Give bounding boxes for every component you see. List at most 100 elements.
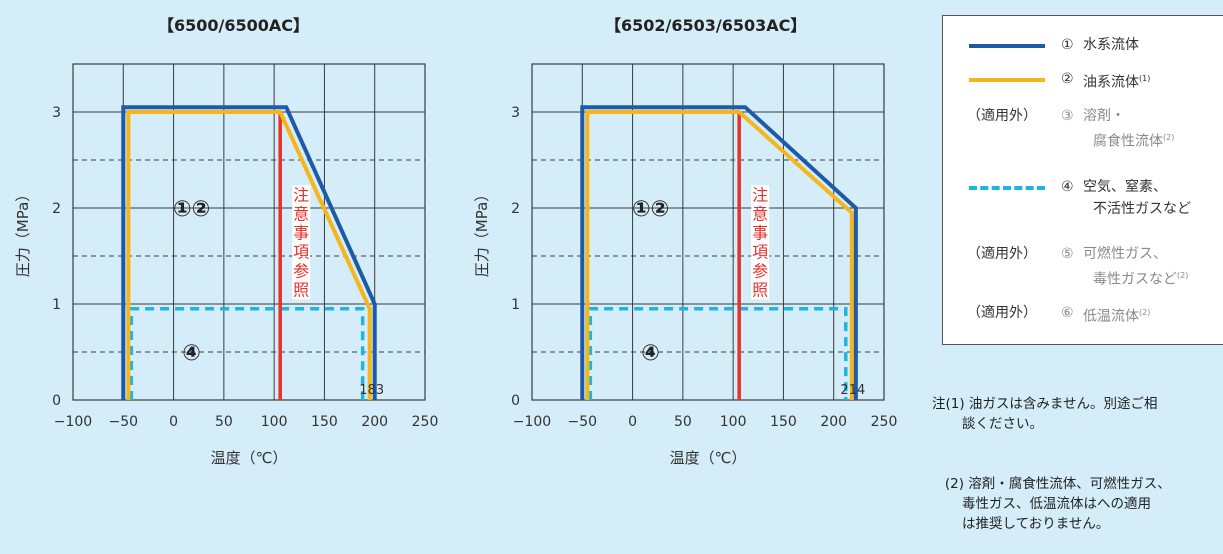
chart1-title: 【6500/6500AC】 bbox=[158, 16, 310, 35]
chart2-caution-char-bg bbox=[751, 280, 770, 300]
legend-label-line: 油系流体(1) bbox=[1083, 74, 1151, 91]
chart1-y-tick-label: 0 bbox=[52, 393, 61, 409]
legend-item: （適用外） ⑤ 可燃性ガス、毒性ガスなど(2) bbox=[943, 243, 1223, 303]
chart1-region-4-label: ④ bbox=[182, 341, 201, 366]
chart1-x-tick-label: 50 bbox=[215, 414, 233, 430]
chart2-x-tick-label: 0 bbox=[628, 414, 637, 430]
chart2-series-air-line bbox=[588, 307, 848, 400]
chart2-caution-char-bg bbox=[751, 204, 770, 224]
chart1-x-tick-label: 250 bbox=[412, 414, 439, 430]
chart2-caution-char-bg bbox=[751, 223, 770, 243]
chart1-caution-char: 項 bbox=[293, 242, 309, 261]
chart1-limit-label: 183 bbox=[359, 383, 384, 398]
chart2-y-tick-label: 2 bbox=[511, 201, 520, 217]
chart2-caution-char: 項 bbox=[752, 242, 768, 261]
chart2-x-tick-label: −50 bbox=[568, 414, 598, 430]
legend-prefix: （適用外） bbox=[967, 246, 1037, 262]
chart2-x-tick-label: 150 bbox=[770, 414, 797, 430]
chart1-y-axis-label: 圧力（MPa） bbox=[14, 187, 32, 278]
chart1-x-tick-label: 150 bbox=[311, 414, 338, 430]
chart2-title: 【6502/6503/6503AC】 bbox=[605, 16, 807, 35]
legend-prefix: （適用外） bbox=[967, 108, 1037, 124]
legend-item: ④ 空気、窒素、不活性ガスなど bbox=[943, 176, 1223, 236]
legend-label: 油系流体(1) bbox=[1083, 68, 1150, 94]
notes: 注(1) 油ガスは含みません。別途ご相 談ください。 (2) 溶剤・腐食性流体、… bbox=[932, 354, 1171, 554]
legend-footnote-ref: (2) bbox=[1139, 308, 1151, 317]
legend-label-line: 低温流体(2) bbox=[1083, 308, 1151, 325]
chart1-y-tick-label: 3 bbox=[52, 105, 61, 121]
chart1-caution-char-bg bbox=[292, 223, 311, 243]
legend-footnote-ref: (1) bbox=[1139, 74, 1151, 83]
chart1-x-tick-label: −50 bbox=[109, 414, 139, 430]
note-1: 注(1) 油ガスは含みません。別途ご相 談ください。 bbox=[932, 396, 1158, 432]
chart2-caution-char: 注 bbox=[752, 185, 768, 204]
legend-label: 可燃性ガス、毒性ガスなど(2) bbox=[1083, 243, 1188, 291]
legend-label: 空気、窒素、不活性ガスなど bbox=[1083, 176, 1191, 220]
chart2-caution-char-bg bbox=[751, 261, 770, 281]
chart2-caution-char-bg bbox=[751, 242, 770, 262]
chart1-plot-frame bbox=[72, 63, 426, 401]
chart1-caution-char-bg bbox=[292, 261, 311, 281]
legend-label-line: 不活性ガスなど bbox=[1093, 201, 1191, 217]
chart2-caution-char: 事 bbox=[752, 223, 768, 242]
legend-number: ⑥ bbox=[1061, 305, 1074, 321]
legend-label-line: 空気、窒素、 bbox=[1083, 179, 1167, 195]
chart1-caution-char: 参 bbox=[293, 261, 309, 280]
legend-label: 低温流体(2) bbox=[1083, 302, 1150, 328]
legend-prefix: （適用外） bbox=[967, 305, 1037, 321]
chart1-x-tick-label: 0 bbox=[169, 414, 178, 430]
legend-item: ① 水系流体 bbox=[943, 34, 1223, 94]
chart1-caution-char-bg bbox=[292, 242, 311, 262]
chart2-x-tick-label: 250 bbox=[871, 414, 898, 430]
note-2: (2) 溶剤・腐食性流体、可燃性ガス、 毒性ガス、低温流体はへの適用 は推奨して… bbox=[944, 476, 1171, 532]
chart2-caution-char: 照 bbox=[752, 280, 768, 299]
chart1-caution-char: 事 bbox=[293, 223, 309, 242]
chart2-caution-char: 意 bbox=[752, 204, 768, 223]
chart2-caution-char: 参 bbox=[752, 261, 768, 280]
chart2-series-water-line bbox=[580, 105, 858, 400]
legend-item: （適用外） ③ 溶剤・ 腐食性流体(2) bbox=[943, 105, 1223, 165]
legend-label-line: 水系流体 bbox=[1083, 37, 1139, 53]
legend-label: 溶剤・ 腐食性流体(2) bbox=[1083, 105, 1174, 153]
chart1-region-12-label: ①② bbox=[173, 197, 210, 222]
chart1-x-axis-label: 温度（℃） bbox=[211, 449, 288, 467]
chart1-caution-char-bg bbox=[292, 185, 311, 205]
chart1-caution-char-bg bbox=[292, 280, 311, 300]
chart2-y-tick-label: 1 bbox=[511, 297, 520, 313]
chart2-plot-frame bbox=[531, 63, 885, 401]
chart1-caution-char: 注 bbox=[293, 185, 309, 204]
legend-number: ② bbox=[1061, 71, 1074, 87]
chart2-region-12-label: ①② bbox=[632, 197, 669, 222]
chart2-y-tick-label: 0 bbox=[511, 393, 520, 409]
chart1-caution-char-bg bbox=[292, 204, 311, 224]
legend-number: ④ bbox=[1061, 179, 1074, 195]
chart2-x-axis-label: 温度（℃） bbox=[670, 449, 747, 467]
chart1-series-air-line bbox=[129, 307, 365, 400]
chart2-series-oil-line bbox=[585, 110, 854, 400]
chart1-caution-char: 照 bbox=[293, 280, 309, 299]
chart2-x-tick-label: 100 bbox=[720, 414, 747, 430]
legend-number: ⑤ bbox=[1061, 246, 1074, 262]
legend-label-line: 毒性ガスなど(2) bbox=[1093, 271, 1189, 288]
chart1-x-tick-label: 100 bbox=[261, 414, 288, 430]
legend-footnote-ref: (2) bbox=[1163, 133, 1175, 142]
chart1-x-tick-label: −100 bbox=[54, 414, 92, 430]
chart1-series-oil-line bbox=[126, 110, 372, 400]
legend-item: （適用外） ⑥ 低温流体(2) bbox=[943, 302, 1223, 362]
chart1-y-tick-label: 2 bbox=[52, 201, 61, 217]
legend-swatch-water bbox=[969, 44, 1045, 48]
chart2-x-tick-label: 200 bbox=[820, 414, 847, 430]
legend-label-line: 可燃性ガス、 bbox=[1083, 246, 1167, 262]
chart1-caution-char: 意 bbox=[293, 204, 309, 223]
chart1-y-tick-label: 1 bbox=[52, 297, 61, 313]
chart2-x-tick-label: −100 bbox=[513, 414, 551, 430]
chart2-x-tick-label: 50 bbox=[674, 414, 692, 430]
chart2-y-tick-label: 3 bbox=[511, 105, 520, 121]
legend-footnote-ref: (2) bbox=[1177, 271, 1189, 280]
chart2-region-4-label: ④ bbox=[641, 341, 660, 366]
legend-swatch-air bbox=[969, 186, 1045, 190]
legend-swatch-oil bbox=[969, 78, 1045, 82]
legend: ① 水系流体 ② 油系流体(1) （適用外） ③ 溶剤・ 腐食性流体(2) ④ 空気、窒素、不活性… bbox=[942, 15, 1223, 345]
chart2-limit-label: 214 bbox=[840, 383, 865, 398]
